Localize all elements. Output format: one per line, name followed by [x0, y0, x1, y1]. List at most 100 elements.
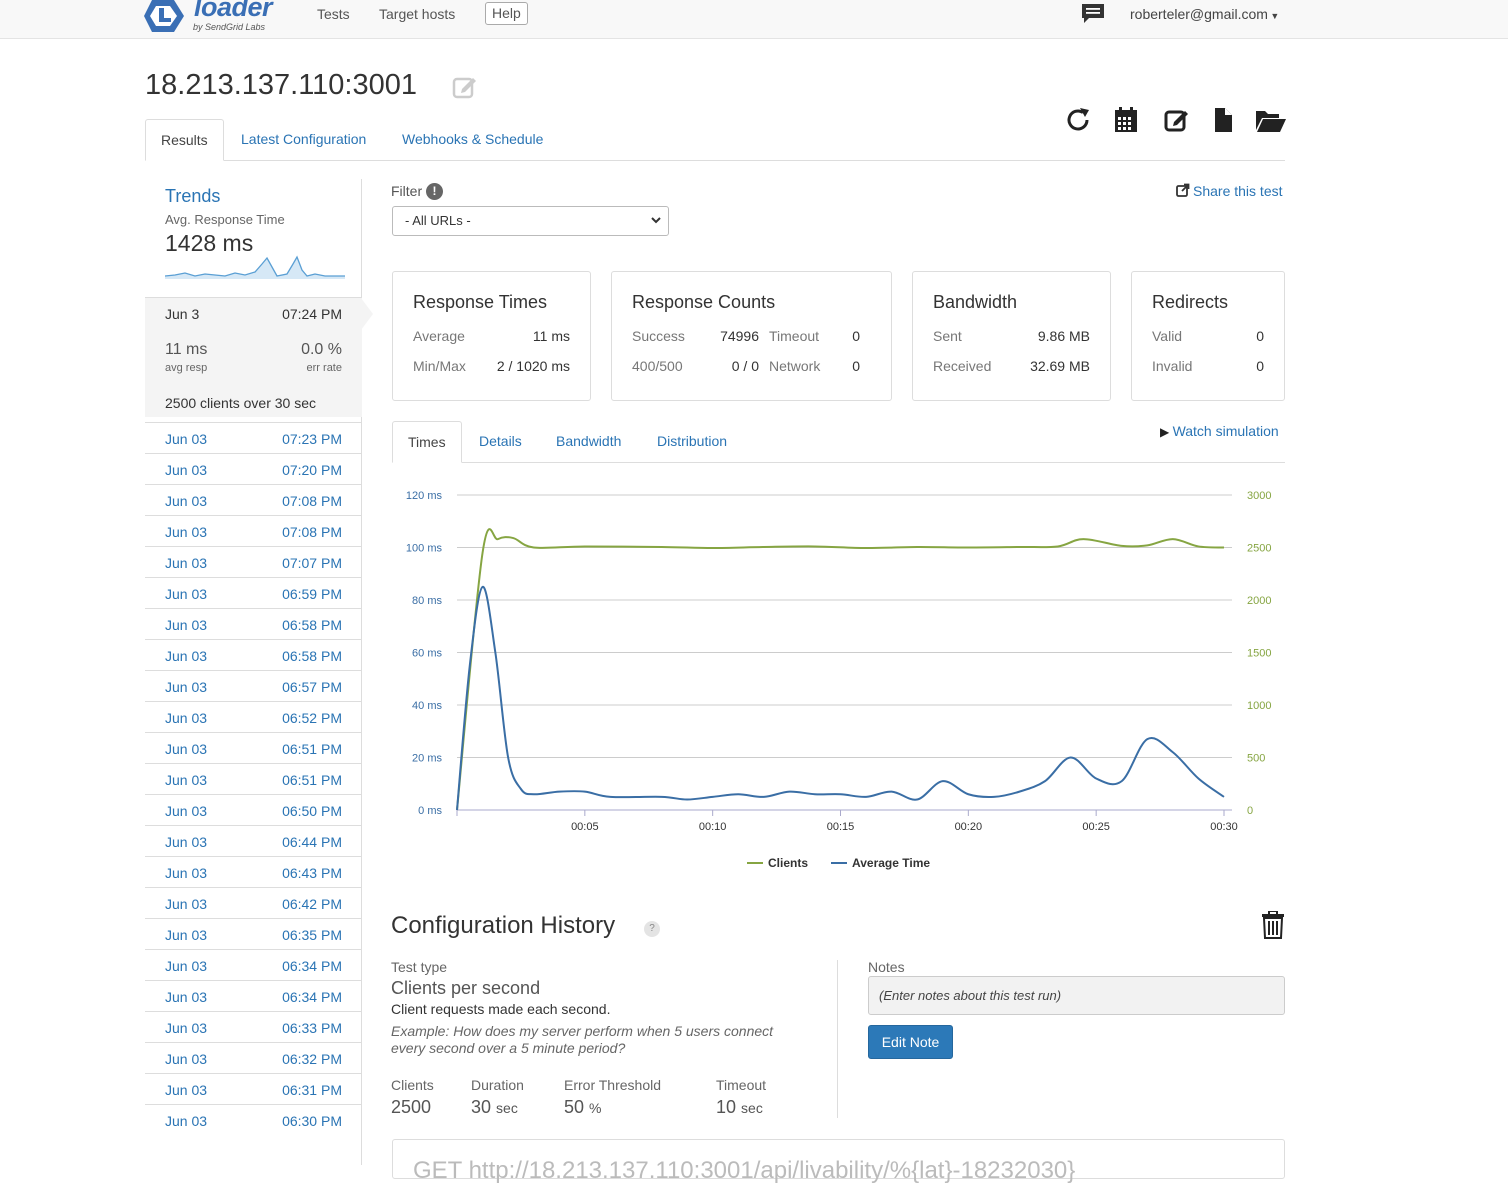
loader-logo[interactable]: loader by SendGrid Labs [144, 0, 284, 34]
run-time: 06:42 PM [282, 896, 342, 912]
test-type-label: Test type [391, 959, 448, 975]
tab-bandwidth[interactable]: Bandwidth [556, 433, 622, 449]
edit-note-button[interactable]: Edit Note [868, 1025, 953, 1059]
run-list-item[interactable]: Jun 03 06:44 PM [145, 825, 362, 856]
run-list-item[interactable]: Jun 03 06:35 PM [145, 918, 362, 949]
filter-info-icon[interactable]: ! [426, 183, 443, 200]
network-label: Network [769, 358, 821, 374]
error-threshold-group: 50 % [564, 1097, 602, 1118]
selected-clients-duration: 30 [274, 395, 291, 411]
run-list-item[interactable]: Jun 03 06:34 PM [145, 980, 362, 1011]
trends-link[interactable]: Trends [165, 186, 221, 206]
user-menu[interactable]: roberteler@gmail.com ▼ [1130, 6, 1279, 22]
run-date: Jun 03 [165, 617, 208, 633]
watch-simulation-link[interactable]: ▶ Watch simulation [1160, 423, 1279, 439]
run-time: 06:51 PM [282, 772, 342, 788]
run-time: 06:32 PM [282, 1051, 342, 1067]
received-label: Received [933, 358, 992, 374]
run-date: Jun 03 [165, 1051, 208, 1067]
run-time: 06:57 PM [282, 679, 342, 695]
run-date: Jun 03 [165, 927, 208, 943]
average-value: 11 ms [532, 328, 570, 344]
run-date: Jun 03 [165, 431, 208, 447]
tab-latest-configuration[interactable]: Latest Configuration [241, 131, 367, 147]
run-list-item[interactable]: Jun 03 06:33 PM [145, 1011, 362, 1042]
request-panel: GET http://18.213.137.110:3001/api/livab… [392, 1139, 1285, 1184]
run-list-item[interactable]: Jun 03 06:57 PM [145, 670, 362, 701]
run-list-item[interactable]: Jun 03 06:31 PM [145, 1073, 362, 1104]
y-right-tick-label: 1000 [1247, 700, 1271, 712]
run-date: Jun 03 [165, 679, 208, 695]
refresh-icon[interactable] [1065, 106, 1093, 134]
run-list-item[interactable]: Jun 03 06:50 PM [145, 794, 362, 825]
main-tabs: Results Latest Configuration Webhooks & … [145, 119, 1285, 161]
url-filter-select[interactable]: - All URLs - [392, 206, 669, 236]
y-right-tick-label: 1500 [1247, 648, 1271, 660]
run-list-item[interactable]: Jun 03 06:51 PM [145, 732, 362, 763]
config-help-icon[interactable]: ? [644, 921, 660, 937]
minmax-label: Min/Max [413, 358, 466, 374]
folder-open-icon[interactable] [1255, 106, 1286, 134]
tab-details[interactable]: Details [479, 433, 522, 449]
run-time: 07:23 PM [282, 431, 342, 447]
document-icon[interactable] [1210, 106, 1238, 134]
timeout-value-group: 10 sec [716, 1097, 763, 1118]
trash-icon[interactable] [1261, 910, 1285, 944]
legend-label: Clients [768, 856, 808, 870]
timeout-unit: sec [741, 1100, 763, 1116]
tab-times[interactable]: Times [392, 421, 462, 463]
run-list-item[interactable]: Jun 03 06:58 PM [145, 639, 362, 670]
run-date: Jun 03 [165, 1082, 208, 1098]
y-left-tick-label: 60 ms [412, 648, 442, 660]
test-type-value: Clients per second [391, 978, 541, 998]
share-test-link[interactable]: Share this test [1176, 183, 1283, 199]
top-navbar: loader by SendGrid Labs Tests Target hos… [0, 0, 1508, 39]
y-left-tick-label: 100 ms [406, 543, 443, 555]
selected-avg-resp: 11 ms [165, 341, 208, 358]
edit-title-icon[interactable] [452, 74, 478, 105]
run-list-item[interactable]: Jun 03 06:52 PM [145, 701, 362, 732]
calendar-icon[interactable] [1113, 106, 1141, 134]
run-list-item[interactable]: Jun 03 06:32 PM [145, 1042, 362, 1073]
run-list-item[interactable]: Jun 03 06:51 PM [145, 763, 362, 794]
chat-icon[interactable] [1080, 3, 1106, 30]
run-time: 06:35 PM [282, 927, 342, 943]
tab-webhooks-schedule[interactable]: Webhooks & Schedule [402, 131, 544, 147]
run-list-item[interactable]: Jun 03 07:07 PM [145, 546, 362, 577]
duration-label: Duration [471, 1077, 524, 1093]
run-list-item[interactable]: Jun 03 07:08 PM [145, 515, 362, 546]
selected-clients-unit: sec [290, 395, 317, 411]
nav-target-hosts[interactable]: Target hosts [379, 6, 456, 22]
minmax-value: 2 / 1020 ms [496, 358, 570, 374]
sent-value: 9.86 MB [1037, 328, 1090, 344]
run-date: Jun 03 [165, 493, 208, 509]
nav-tests[interactable]: Tests [317, 6, 350, 22]
run-time: 07:08 PM [282, 524, 342, 540]
run-list-item[interactable]: Jun 03 06:43 PM [145, 856, 362, 887]
watch-simulation-label: Watch simulation [1172, 423, 1279, 439]
notes-label: Notes [868, 959, 905, 975]
test-type-description: Client requests made each second. [391, 1001, 611, 1017]
run-list-item[interactable]: Jun 03 07:08 PM [145, 484, 362, 515]
edit-icon[interactable] [1163, 106, 1191, 134]
run-list-item[interactable]: Jun 03 06:59 PM [145, 577, 362, 608]
run-date: Jun 03 [165, 958, 208, 974]
notes-input[interactable]: (Enter notes about this test run) [868, 976, 1285, 1015]
run-list-item[interactable]: Jun 03 07:20 PM [145, 453, 362, 484]
network-value: 0 [852, 358, 860, 374]
run-date: Jun 03 [165, 865, 208, 881]
run-date: Jun 03 [165, 834, 208, 850]
tab-distribution[interactable]: Distribution [657, 433, 728, 449]
valid-label: Valid [1152, 328, 1183, 344]
run-list-item[interactable]: Jun 03 06:30 PM [145, 1104, 362, 1135]
run-list-item[interactable]: Jun 03 06:42 PM [145, 887, 362, 918]
run-list-item[interactable]: Jun 03 06:58 PM [145, 608, 362, 639]
duration-value: 30 [471, 1097, 492, 1117]
chevron-down-icon [650, 213, 662, 230]
card-title: Response Counts [632, 292, 776, 312]
invalid-label: Invalid [1152, 358, 1193, 374]
run-list-item[interactable]: Jun 03 06:34 PM [145, 949, 362, 980]
tab-results[interactable]: Results [145, 119, 224, 161]
run-list-item[interactable]: Jun 03 07:23 PM [145, 422, 362, 453]
help-button[interactable]: Help [485, 2, 528, 25]
